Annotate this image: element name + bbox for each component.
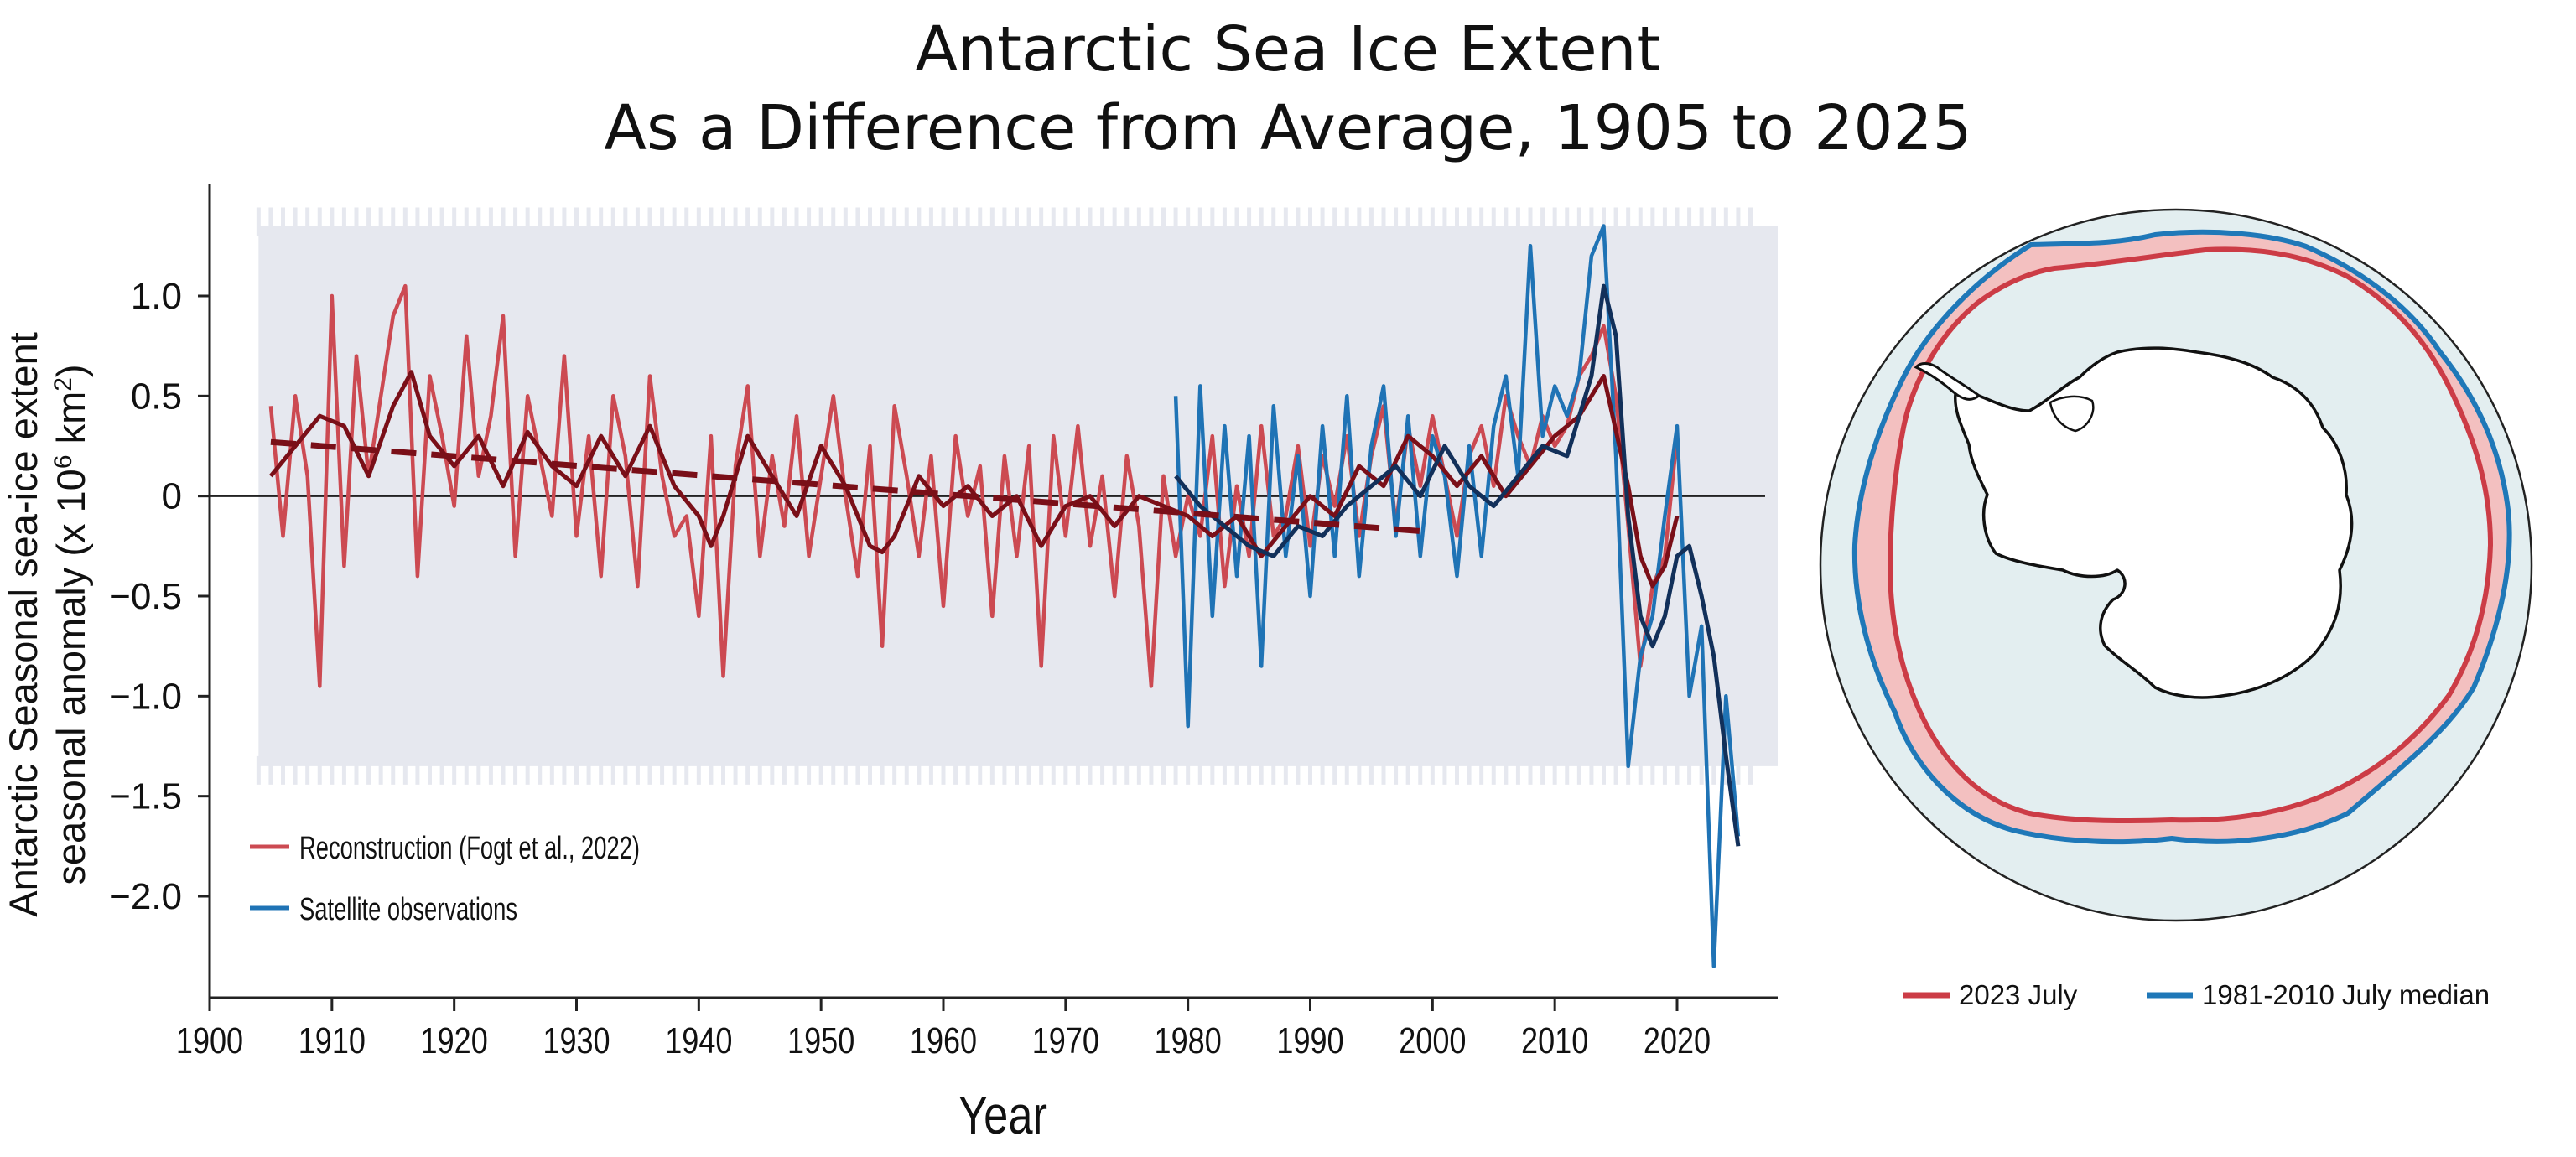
- x-axis-label: Year: [958, 1086, 1047, 1145]
- y-tick-label: −1.5: [109, 776, 182, 817]
- x-tick-label: 2020: [1644, 1020, 1711, 1061]
- ice-extent-median-outline: [1852, 229, 2512, 845]
- x-tick-label: 1920: [421, 1020, 488, 1061]
- chart-legend: Reconstruction (Fogt et al., 2022) Satel…: [250, 831, 640, 927]
- series-line-raw-1: [1173, 224, 1741, 968]
- x-tick-label: 1930: [543, 1020, 610, 1061]
- x-tick-label: 1980: [1155, 1020, 1222, 1061]
- y-tick-label: −2.0: [109, 876, 182, 917]
- y-axis-label-main: seasonal anomaly (x 10: [49, 469, 93, 885]
- y-tick-label: 1.0: [131, 276, 182, 317]
- y-axis-label-line-1: Antarctic Seasonal sea-ice extent: [1, 332, 45, 917]
- series-line-trend-4: [270, 438, 1433, 536]
- x-tick-label: 1950: [787, 1020, 854, 1061]
- x-tick-label: 1970: [1032, 1020, 1099, 1061]
- x-tick-label: 2000: [1399, 1020, 1466, 1061]
- title-line-1: Antarctic Sea Ice Extent: [915, 13, 1661, 86]
- map-legend-label-2023: 2023 July: [1959, 979, 2078, 1010]
- x-tick-label: 1900: [176, 1020, 243, 1061]
- axes: [208, 184, 1778, 999]
- y-axis-label-sup: 6: [49, 454, 77, 469]
- y-tick-label: −1.0: [109, 676, 182, 717]
- x-tick-label: 1910: [299, 1020, 366, 1061]
- y-tick-label: −0.5: [109, 576, 182, 617]
- y-axis-label-line-2: seasonal anomaly (x 106 km2): [49, 364, 93, 885]
- x-tick-label: 2010: [1521, 1020, 1588, 1061]
- main-title: Antarctic Sea Ice Extent As a Difference…: [0, 10, 2576, 168]
- series-line-smooth-3: [1174, 283, 1741, 847]
- antarctic-sea-ice-map: 2023 July 1981-2010 July median: [1819, 208, 2533, 1010]
- y-axis-label-end: ): [49, 364, 93, 377]
- y-axis-label-unit: km: [49, 392, 93, 455]
- y-axis-label-sup2: 2: [49, 377, 77, 392]
- x-tick-label: 1940: [665, 1020, 732, 1061]
- y-tick-label: 0: [162, 476, 182, 517]
- x-tick-label: 1990: [1276, 1020, 1343, 1061]
- map-legend-label-median: 1981-2010 July median: [2202, 979, 2490, 1010]
- y-tick-label: 0.5: [131, 376, 182, 417]
- title-line-2: As a Difference from Average, 1905 to 20…: [604, 92, 1972, 164]
- legend-label-reconstruction: Reconstruction (Fogt et al., 2022): [299, 831, 640, 866]
- x-tick-label: 1960: [910, 1020, 977, 1061]
- ross-ice-shelf-outline: [2049, 395, 2095, 433]
- series-line-smooth-2: [268, 370, 1680, 589]
- legend-label-satellite: Satellite observations: [299, 892, 517, 927]
- map-legend: 2023 July 1981-2010 July median: [1903, 979, 2490, 1010]
- ice-extent-2023-outline: [1887, 246, 2494, 824]
- antarctic-peninsula: [1914, 362, 1981, 401]
